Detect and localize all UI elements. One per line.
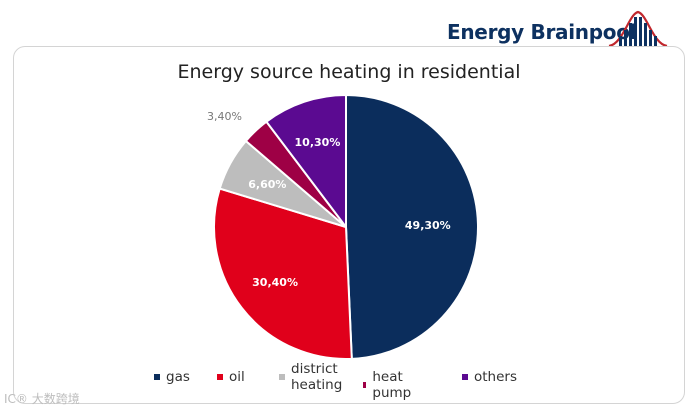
pie-slice-gas — [345, 93, 479, 360]
legend-swatch — [154, 374, 160, 380]
legend-item-district-heating: district heating — [279, 361, 342, 393]
chart-title: Energy source heating in residential — [177, 61, 521, 83]
brainpool-logo-icon — [608, 10, 668, 48]
pie-chart: 49,30% 30,40% 6,60% 3,40% 10,30% — [207, 93, 479, 360]
brand-name: Energy Brainpool — [447, 20, 637, 44]
chart-container: Energy source heating in residential 49,… — [13, 46, 685, 404]
data-label-oil: 30,40% — [252, 276, 298, 289]
legend-swatch — [462, 374, 468, 380]
legend-swatch — [363, 382, 367, 388]
legend-item-oil: oil — [217, 369, 245, 385]
legend-swatch — [217, 374, 223, 380]
legend-label: oil — [229, 369, 245, 385]
legend-label: others — [474, 369, 517, 385]
data-label-gas: 49,30% — [405, 219, 451, 232]
watermark: IC® 大数跨境 — [4, 392, 80, 406]
data-label-others: 10,30% — [295, 136, 341, 149]
data-label-heat-pump: 3,40% — [207, 110, 242, 123]
legend-label: district heating — [291, 361, 343, 393]
legend-swatch — [279, 374, 285, 380]
pie-slice-oil — [213, 187, 353, 360]
legend-label: gas — [166, 369, 190, 385]
brand-header: Energy Brainpool — [447, 8, 683, 50]
pie-slice-others — [265, 93, 347, 230]
legend-item-gas: gas — [154, 369, 190, 385]
legend-item-heat-pump: heat pump — [363, 369, 414, 401]
legend-label: heat pump — [372, 369, 412, 401]
data-label-district-heating: 6,60% — [248, 178, 286, 191]
legend-item-others: others — [462, 369, 517, 385]
